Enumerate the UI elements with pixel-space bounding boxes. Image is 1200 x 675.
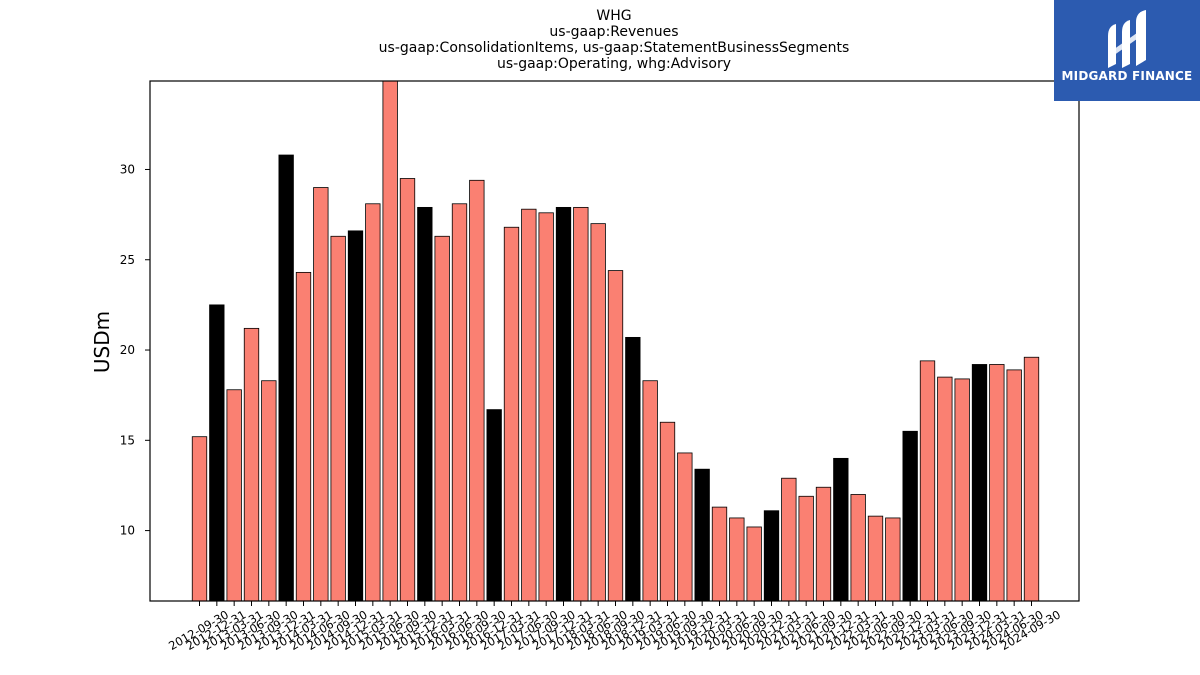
bar-2019-12-31	[694, 468, 710, 602]
bar-2017-12-31	[555, 206, 572, 602]
chart-title-line-4: us-gaap:Operating, whg:Advisory	[497, 56, 731, 72]
midgard-logo-icon	[1108, 10, 1146, 68]
bar-2014-06-30	[313, 187, 329, 602]
bar-2023-03-31	[919, 360, 936, 602]
bar-2013-06-30	[243, 327, 260, 602]
bar-2024-09-30	[1023, 356, 1040, 602]
y-axis-label: USDm	[90, 311, 114, 373]
bar-2021-06-30	[798, 495, 814, 602]
bar-2016-03-31	[434, 235, 450, 602]
bar-2020-03-31	[711, 506, 728, 602]
bar-2015-06-30	[382, 80, 398, 602]
chart-title: WHG us-gaap:Revenues us-gaap:Consolidati…	[379, 8, 850, 72]
chart-title-line-3: us-gaap:ConsolidationItems, us-gaap:Stat…	[379, 40, 850, 56]
bar-2022-09-30	[885, 517, 901, 602]
y-tick-label: 10	[120, 524, 135, 538]
bar-2014-03-31	[295, 271, 312, 602]
plot-frame	[149, 80, 1080, 602]
bar-2019-03-31	[642, 380, 658, 602]
bar-2021-03-31	[781, 477, 797, 602]
bar-2020-06-30	[729, 517, 745, 602]
bar-2017-03-31	[503, 226, 520, 602]
bar-2020-09-30	[746, 526, 762, 602]
bar-2016-12-31	[486, 409, 502, 602]
bar-2012-12-31	[209, 304, 225, 602]
y-axis: 10 15 20 25 30	[120, 162, 150, 538]
bar-2024-03-31	[989, 364, 1005, 602]
bar-2015-12-31	[417, 206, 433, 602]
bar-2018-03-31	[573, 206, 589, 602]
bar-2017-09-30	[538, 212, 554, 602]
bar-2015-03-31	[365, 203, 381, 602]
bar-2014-09-30	[330, 235, 346, 602]
bar-2022-03-31	[850, 494, 866, 602]
bar-2019-09-30	[677, 452, 693, 602]
bar-2018-09-30	[607, 270, 624, 602]
bar-2023-12-31	[971, 364, 988, 602]
bar-2021-12-31	[833, 457, 849, 602]
bar-2023-06-30	[937, 376, 953, 602]
bar-2017-06-30	[521, 208, 537, 602]
bar-2023-09-30	[954, 378, 970, 602]
bar-2022-06-30	[867, 515, 884, 602]
bar-2021-09-30	[815, 486, 832, 602]
bar-series	[191, 80, 1040, 602]
midgard-finance-logo: MIDGARD FINANCE	[1054, 0, 1200, 101]
y-tick-label: 15	[120, 433, 135, 447]
bar-2013-12-31	[278, 154, 294, 602]
brand-name: MIDGARD FINANCE	[1061, 69, 1193, 83]
chart-title-line-2: us-gaap:Revenues	[549, 24, 678, 40]
bar-2015-09-30	[399, 178, 416, 602]
y-tick-label: 25	[120, 253, 135, 267]
x-axis: 2012-09-302012-12-312013-03-312013-06-30…	[166, 601, 1063, 653]
bar-2019-06-30	[659, 421, 676, 602]
bar-2013-09-30	[261, 380, 277, 602]
bar-2022-12-31	[902, 430, 918, 602]
bar-2020-12-31	[763, 510, 780, 602]
bar-2012-09-30	[191, 436, 208, 602]
bar-2018-06-30	[590, 223, 606, 602]
y-tick-label: 30	[120, 162, 135, 176]
bar-2013-03-31	[226, 389, 242, 602]
bar-2024-06-30	[1006, 369, 1022, 602]
bar-2016-09-30	[469, 179, 485, 602]
chart-title-line-1: WHG	[596, 8, 631, 24]
bar-2014-12-31	[347, 230, 364, 602]
bar-2016-06-30	[451, 203, 468, 602]
y-tick-label: 20	[120, 343, 135, 357]
bar-2018-12-31	[625, 336, 641, 602]
